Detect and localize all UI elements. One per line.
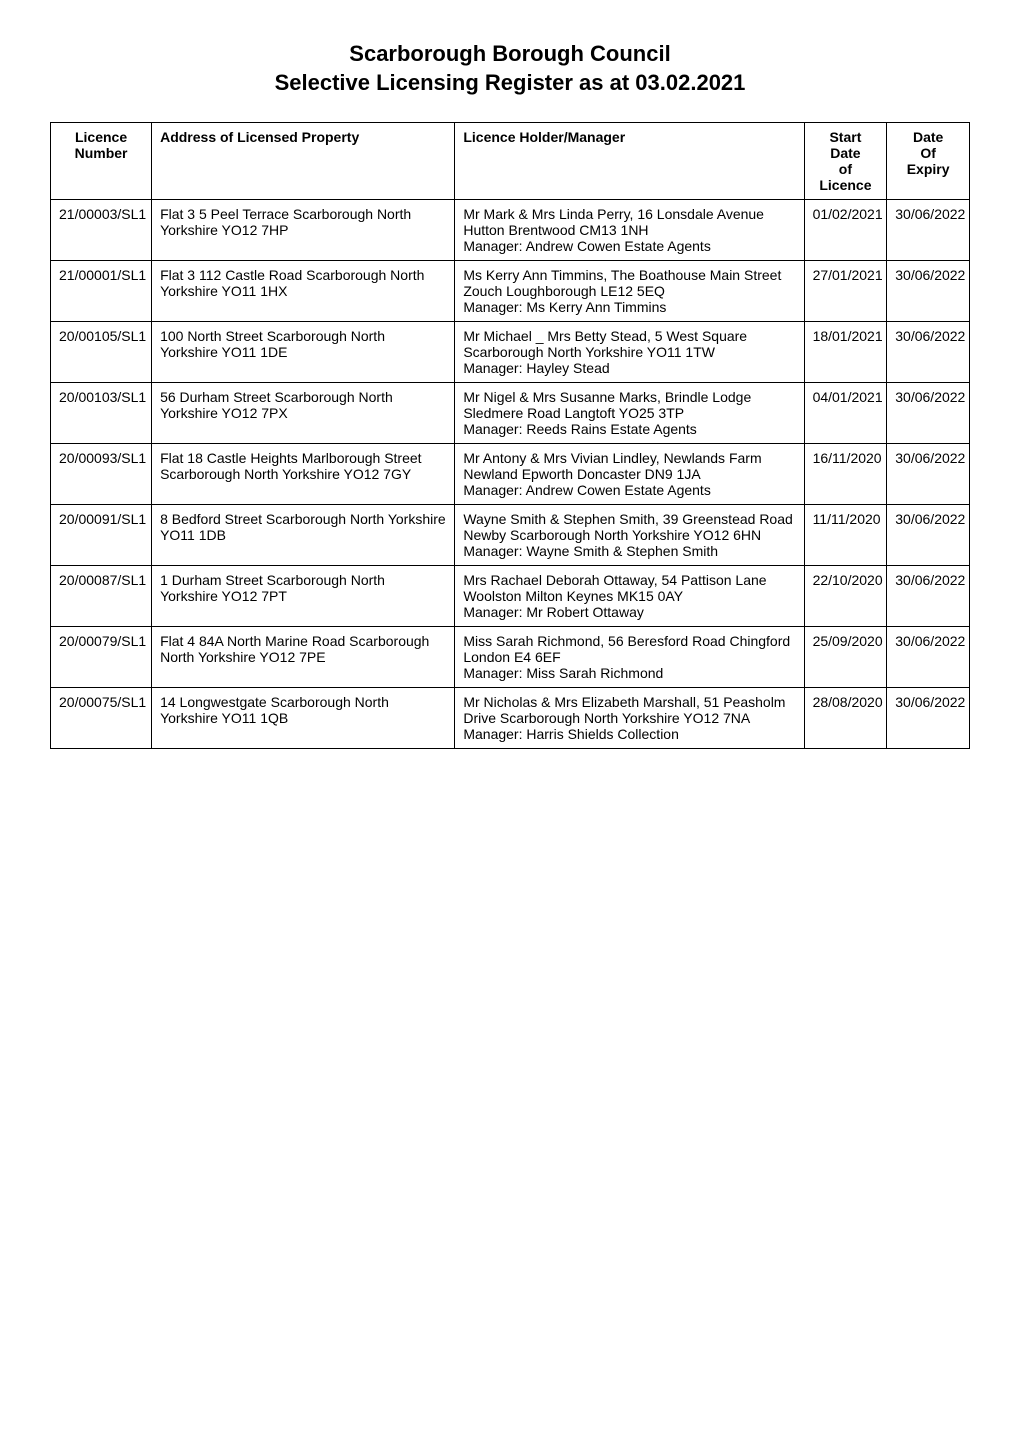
manager-text: Manager: Reeds Rains Estate Agents [463,421,795,437]
cell-licence-number: 20/00087/SL1 [51,566,152,627]
col-header-text: Of [920,145,936,161]
col-header-text: Licence Holder/Manager [463,129,625,145]
cell-address: Flat 4 84A North Marine Road Scarborough… [152,627,455,688]
manager-text: Manager: Harris Shields Collection [463,726,795,742]
col-header-address: Address of Licensed Property [152,123,455,200]
cell-holder-manager: Wayne Smith & Stephen Smith, 39 Greenste… [455,505,804,566]
cell-address: 14 Longwestgate Scarborough North Yorksh… [152,688,455,749]
manager-text: Manager: Andrew Cowen Estate Agents [463,482,795,498]
cell-licence-number: 20/00091/SL1 [51,505,152,566]
table-row: 20/00075/SL114 Longwestgate Scarborough … [51,688,970,749]
table-header-row: Licence Number Address of Licensed Prope… [51,123,970,200]
page-title-block: Scarborough Borough Council Selective Li… [50,40,970,97]
cell-start-date: 01/02/2021 [804,200,887,261]
table-row: 20/00087/SL11 Durham Street Scarborough … [51,566,970,627]
holder-text: Mrs Rachael Deborah Ottaway, 54 Pattison… [463,572,795,604]
cell-address: 56 Durham Street Scarborough North Yorks… [152,383,455,444]
cell-start-date: 18/01/2021 [804,322,887,383]
cell-licence-number: 20/00075/SL1 [51,688,152,749]
cell-expiry-date: 30/06/2022 [887,322,970,383]
cell-address: Flat 18 Castle Heights Marlborough Stree… [152,444,455,505]
cell-start-date: 27/01/2021 [804,261,887,322]
col-header-licence-number: Licence Number [51,123,152,200]
cell-start-date: 22/10/2020 [804,566,887,627]
cell-holder-manager: Mrs Rachael Deborah Ottaway, 54 Pattison… [455,566,804,627]
col-header-text: Number [75,145,128,161]
manager-text: Manager: Mr Robert Ottaway [463,604,795,620]
holder-text: Mr Mark & Mrs Linda Perry, 16 Lonsdale A… [463,206,795,238]
manager-text: Manager: Miss Sarah Richmond [463,665,795,681]
col-header-text: Expiry [907,161,950,177]
holder-text: Mr Nigel & Mrs Susanne Marks, Brindle Lo… [463,389,795,421]
table-row: 20/00105/SL1100 North Street Scarborough… [51,322,970,383]
cell-start-date: 25/09/2020 [804,627,887,688]
manager-text: Manager: Hayley Stead [463,360,795,376]
cell-expiry-date: 30/06/2022 [887,200,970,261]
holder-text: Mr Michael _ Mrs Betty Stead, 5 West Squ… [463,328,795,360]
cell-expiry-date: 30/06/2022 [887,566,970,627]
col-header-text: of [839,161,852,177]
cell-expiry-date: 30/06/2022 [887,627,970,688]
cell-expiry-date: 30/06/2022 [887,444,970,505]
cell-address: 1 Durham Street Scarborough North Yorksh… [152,566,455,627]
manager-text: Manager: Ms Kerry Ann Timmins [463,299,795,315]
cell-licence-number: 20/00105/SL1 [51,322,152,383]
cell-address: Flat 3 112 Castle Road Scarborough North… [152,261,455,322]
holder-text: Wayne Smith & Stephen Smith, 39 Greenste… [463,511,795,543]
cell-expiry-date: 30/06/2022 [887,505,970,566]
cell-address: Flat 3 5 Peel Terrace Scarborough North … [152,200,455,261]
holder-text: Ms Kerry Ann Timmins, The Boathouse Main… [463,267,795,299]
cell-expiry-date: 30/06/2022 [887,261,970,322]
table-body: 21/00003/SL1Flat 3 5 Peel Terrace Scarbo… [51,200,970,749]
holder-text: Mr Nicholas & Mrs Elizabeth Marshall, 51… [463,694,795,726]
cell-holder-manager: Mr Antony & Mrs Vivian Lindley, Newlands… [455,444,804,505]
cell-address: 100 North Street Scarborough North Yorks… [152,322,455,383]
col-header-text: Licence [819,177,871,193]
manager-text: Manager: Wayne Smith & Stephen Smith [463,543,795,559]
cell-licence-number: 20/00093/SL1 [51,444,152,505]
page-title-line-1: Scarborough Borough Council [50,40,970,69]
cell-holder-manager: Mr Nicholas & Mrs Elizabeth Marshall, 51… [455,688,804,749]
cell-holder-manager: Mr Mark & Mrs Linda Perry, 16 Lonsdale A… [455,200,804,261]
col-header-text: Date [913,129,943,145]
cell-start-date: 04/01/2021 [804,383,887,444]
cell-start-date: 11/11/2020 [804,505,887,566]
table-row: 20/00093/SL1Flat 18 Castle Heights Marlb… [51,444,970,505]
table-row: 20/00103/SL156 Durham Street Scarborough… [51,383,970,444]
holder-text: Miss Sarah Richmond, 56 Beresford Road C… [463,633,795,665]
cell-start-date: 16/11/2020 [804,444,887,505]
manager-text: Manager: Andrew Cowen Estate Agents [463,238,795,254]
cell-holder-manager: Mr Nigel & Mrs Susanne Marks, Brindle Lo… [455,383,804,444]
cell-licence-number: 21/00003/SL1 [51,200,152,261]
table-row: 20/00079/SL1Flat 4 84A North Marine Road… [51,627,970,688]
cell-holder-manager: Miss Sarah Richmond, 56 Beresford Road C… [455,627,804,688]
page-title-line-2: Selective Licensing Register as at 03.02… [50,69,970,98]
cell-licence-number: 21/00001/SL1 [51,261,152,322]
licensing-register-table: Licence Number Address of Licensed Prope… [50,122,970,749]
col-header-expiry-date: Date Of Expiry [887,123,970,200]
table-row: 20/00091/SL18 Bedford Street Scarborough… [51,505,970,566]
col-header-text: Licence [75,129,127,145]
holder-text: Mr Antony & Mrs Vivian Lindley, Newlands… [463,450,795,482]
cell-licence-number: 20/00103/SL1 [51,383,152,444]
col-header-text: Address of Licensed Property [160,129,359,145]
col-header-holder: Licence Holder/Manager [455,123,804,200]
cell-holder-manager: Mr Michael _ Mrs Betty Stead, 5 West Squ… [455,322,804,383]
cell-expiry-date: 30/06/2022 [887,383,970,444]
col-header-text: Start Date [829,129,861,161]
cell-expiry-date: 30/06/2022 [887,688,970,749]
col-header-start-date: Start Date of Licence [804,123,887,200]
cell-start-date: 28/08/2020 [804,688,887,749]
cell-address: 8 Bedford Street Scarborough North Yorks… [152,505,455,566]
table-row: 21/00001/SL1Flat 3 112 Castle Road Scarb… [51,261,970,322]
table-row: 21/00003/SL1Flat 3 5 Peel Terrace Scarbo… [51,200,970,261]
cell-licence-number: 20/00079/SL1 [51,627,152,688]
cell-holder-manager: Ms Kerry Ann Timmins, The Boathouse Main… [455,261,804,322]
